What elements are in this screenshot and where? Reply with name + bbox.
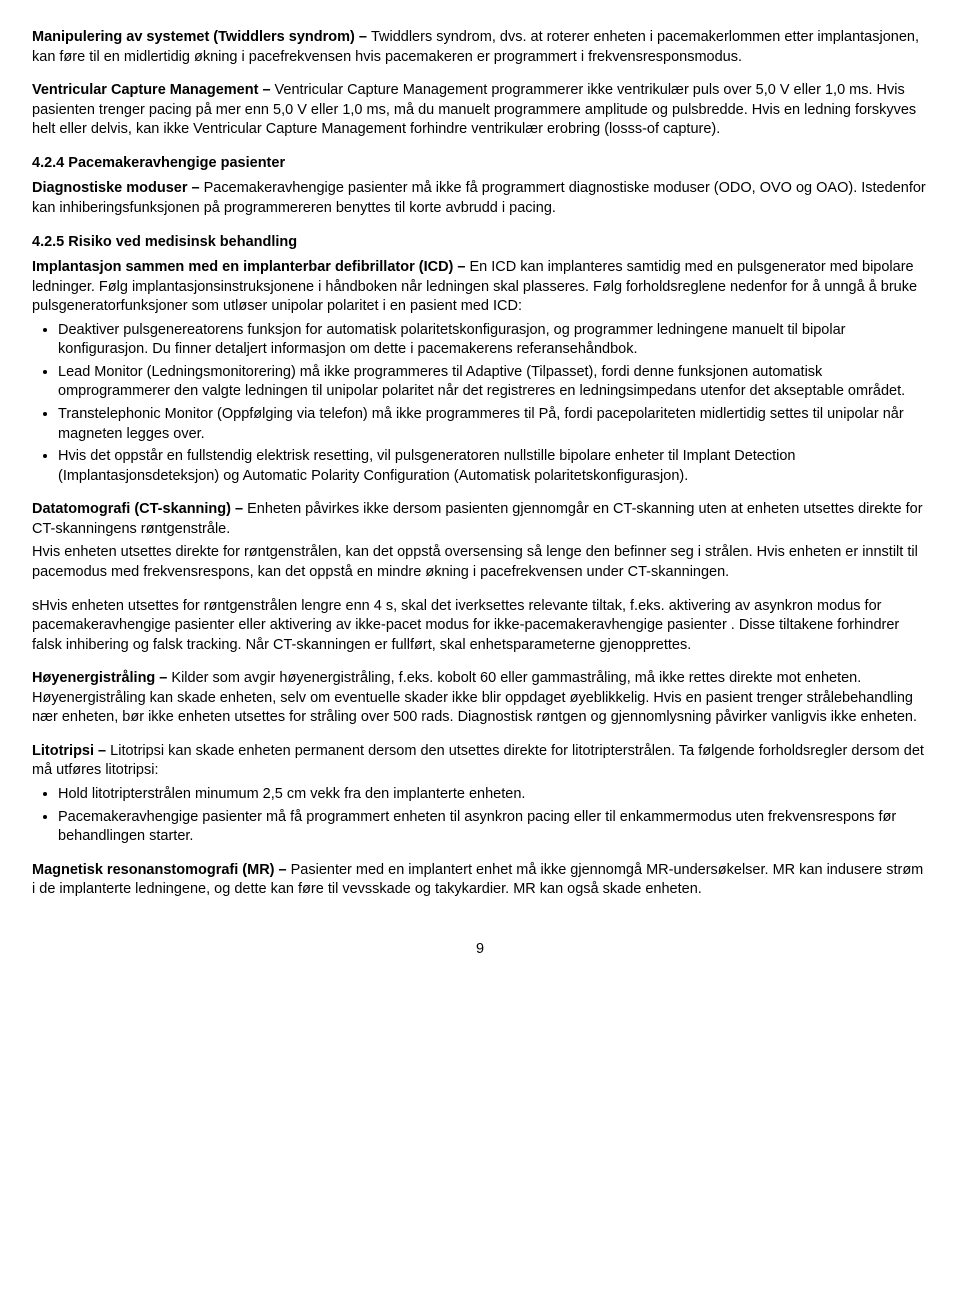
para-icd: Implantasjon sammen med en implanterbar … (32, 258, 928, 317)
bold-run: Datatomografi (CT-skanning) – (32, 501, 247, 517)
para-radiation: Høyenergistråling – Kilder som avgir høy… (32, 669, 928, 728)
list-item: Hvis det oppstår en fullstendig elektris… (58, 447, 928, 486)
list-item: Transtelephonic Monitor (Oppfølging via … (58, 405, 928, 444)
bold-run: Manipulering av systemet (Twiddlers synd… (32, 29, 371, 45)
page-number: 9 (32, 940, 928, 960)
bold-run: Implantasjon sammen med en implanterbar … (32, 259, 470, 275)
para-litotripsi: Litotripsi – Litotripsi kan skade enhete… (32, 742, 928, 781)
para-ct-3: sHvis enheten utsettes for røntgenstråle… (32, 597, 928, 656)
para-twiddlers: Manipulering av systemet (Twiddlers synd… (32, 28, 928, 67)
bold-run: Diagnostiske moduser – (32, 180, 204, 196)
list-litotripsi: Hold litotripterstrålen minumum 2,5 cm v… (32, 785, 928, 847)
heading-424: 4.2.4 Pacemakeravhengige pasienter (32, 154, 928, 174)
para-ventricular: Ventricular Capture Management – Ventric… (32, 81, 928, 140)
heading-425: 4.2.5 Risiko ved medisinsk behandling (32, 233, 928, 253)
bold-run: Litotripsi – (32, 743, 110, 759)
list-item: Lead Monitor (Ledningsmonitorering) må i… (58, 363, 928, 402)
list-item: Pacemakeravhengige pasienter må få progr… (58, 808, 928, 847)
bold-run: Høyenergistråling – (32, 670, 171, 686)
para-ct: Datatomografi (CT-skanning) – Enheten på… (32, 500, 928, 539)
list-icd-precautions: Deaktiver pulsgenereatorens funksjon for… (32, 321, 928, 487)
para-ct-2: Hvis enheten utsettes direkte for røntge… (32, 543, 928, 582)
para-diagnostiske: Diagnostiske moduser – Pacemakeravhengig… (32, 179, 928, 218)
bold-run: Magnetisk resonanstomografi (MR) – (32, 862, 291, 878)
list-item: Deaktiver pulsgenereatorens funksjon for… (58, 321, 928, 360)
bold-run: Ventricular Capture Management – (32, 82, 275, 98)
para-mr: Magnetisk resonanstomografi (MR) – Pasie… (32, 861, 928, 900)
body-text: Litotripsi kan skade enheten permanent d… (32, 743, 924, 779)
list-item: Hold litotripterstrålen minumum 2,5 cm v… (58, 785, 928, 805)
